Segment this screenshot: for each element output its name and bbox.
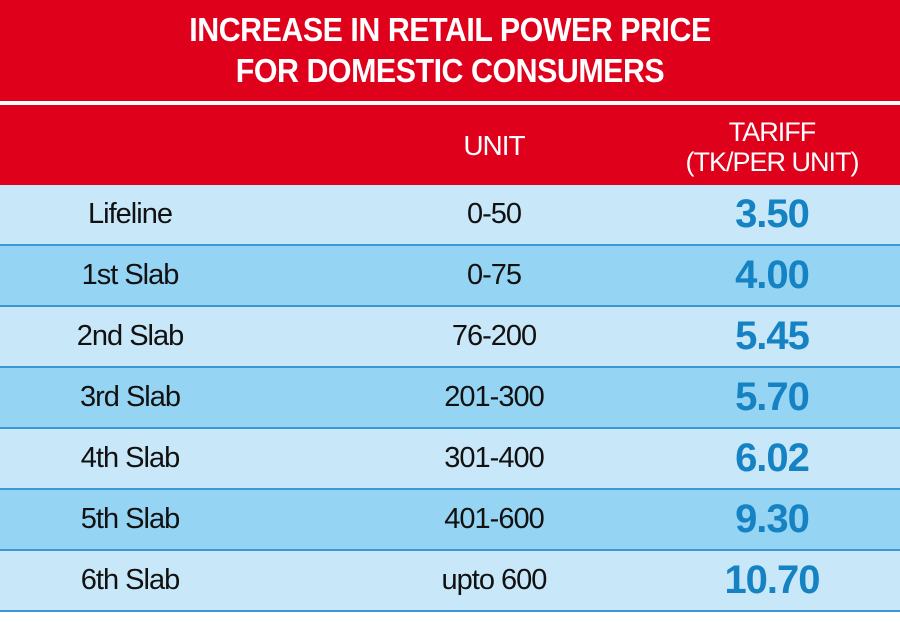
slab-label: 1st Slab [81,259,180,291]
unit-range: 0-50 [466,198,522,230]
slab-label: 4th Slab [80,442,180,474]
slab-label: 6th Slab [80,564,180,596]
slab-label: 3rd Slab [79,381,181,413]
table-title: INCREASE IN RETAIL POWER PRICE FOR DOMES… [0,0,900,101]
tariff-value: 6.02 [735,436,810,480]
tariff-value: 5.45 [735,314,810,358]
tariff-value: 5.70 [735,375,810,419]
table-body: Lifeline 0-50 3.50 1st Slab 0-75 4.00 2nd Slab… [0,185,900,612]
tariff-value: 4.00 [735,253,810,297]
unit-range: 301-400 [444,442,544,474]
unit-range: 401-600 [444,503,544,535]
table-row: 1st Slab 0-75 4.00 [0,246,900,307]
header-tariff: TARIFF (TK/PER UNIT) [652,117,892,177]
table-row: 5th Slab 401-600 9.30 [0,490,900,551]
slab-label: 5th Slab [80,503,180,535]
tariff-value: 3.50 [735,192,810,236]
header-tariff-line-2: (TK/PER UNIT) [685,147,860,177]
unit-range: upto 600 [441,564,548,596]
title-line-1: INCREASE IN RETAIL POWER PRICE [189,11,711,48]
header-tariff-line-1: TARIFF [728,117,816,147]
unit-range: 0-75 [466,259,522,291]
table-row: 2nd Slab 76-200 5.45 [0,307,900,368]
slab-label: Lifeline [88,198,173,230]
table-row: 4th Slab 301-400 6.02 [0,429,900,490]
tariff-value: 10.70 [724,558,820,602]
table-row: 6th Slab upto 600 10.70 [0,551,900,612]
header-unit: UNIT [463,130,525,161]
table-row: Lifeline 0-50 3.50 [0,185,900,246]
unit-range: 76-200 [451,320,537,352]
table-header: UNIT TARIFF (TK/PER UNIT) [0,105,900,185]
table-row: 3rd Slab 201-300 5.70 [0,368,900,429]
title-line-2: FOR DOMESTIC CONSUMERS [235,52,665,89]
unit-range: 201-300 [444,381,544,413]
slab-label: 2nd Slab [76,320,185,352]
tariff-value: 9.30 [735,497,810,541]
